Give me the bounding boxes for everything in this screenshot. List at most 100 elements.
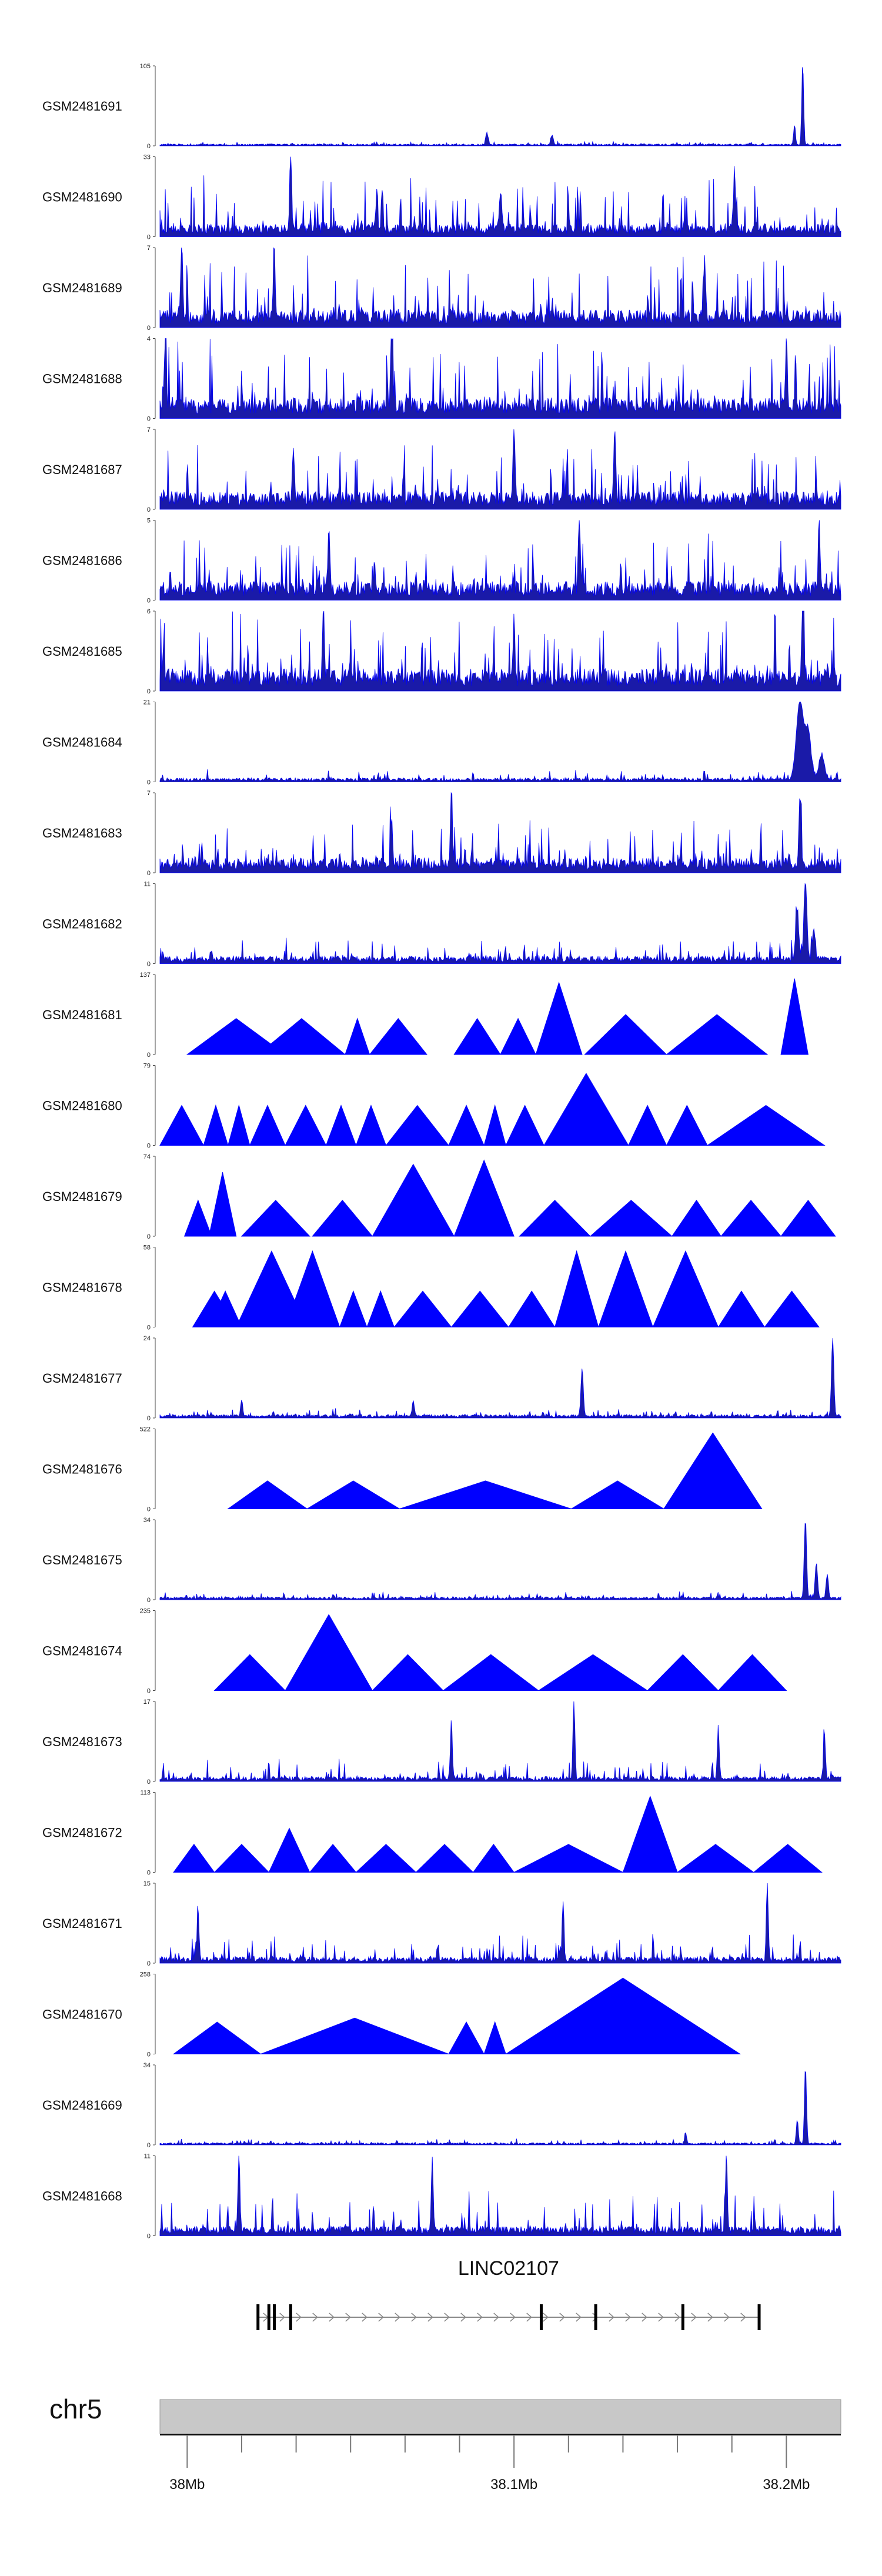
strand-arrow (345, 2313, 351, 2322)
y-max-label: 11 (144, 881, 151, 888)
y-zero-label: 0 (147, 1506, 151, 1513)
track-label: GSM2481681 (42, 1007, 122, 1022)
y-max-label: 74 (143, 1153, 151, 1160)
strand-arrow (724, 2313, 730, 2322)
y-zero-label: 0 (147, 688, 151, 695)
signal-peak (717, 1654, 787, 1691)
signal-peak (355, 1844, 417, 1873)
genomic-axis: 38Mb 38.1Mb 38.2Mb (160, 2434, 841, 2492)
y-zero-label: 0 (147, 1870, 151, 1877)
track-GSM2481690: GSM2481690 33 0 (42, 154, 841, 241)
signal-peak (172, 2021, 262, 2054)
chromosome-ideogram: chr5 (49, 2394, 841, 2434)
signal-peak (385, 1105, 450, 1146)
track-label: GSM2481669 (42, 2098, 122, 2113)
y-max-label: 21 (143, 699, 151, 706)
signal-peak (453, 1159, 514, 1237)
track-GSM2481677: GSM2481677 24 0 (42, 1335, 841, 1422)
signal-area (159, 429, 841, 510)
y-max-label: 7 (147, 245, 151, 252)
signal-peak (393, 1290, 452, 1327)
signal-area (159, 1883, 841, 1964)
signal-peak (535, 981, 583, 1055)
track-label: GSM2481678 (42, 1280, 122, 1295)
track-label: GSM2481668 (42, 2189, 122, 2204)
track-label: GSM2481671 (42, 1916, 122, 1931)
y-max-label: 522 (140, 1426, 151, 1433)
strand-arrow (427, 2313, 433, 2322)
signal-peak (780, 1199, 836, 1237)
signal-peak (183, 1199, 212, 1237)
track-GSM2481684: GSM2481684 21 0 (42, 699, 841, 786)
signal-peak (399, 1480, 572, 1509)
track-GSM2481681: GSM2481681 137 0 (42, 972, 809, 1059)
signal-peak (260, 2017, 449, 2054)
track-GSM2481673: GSM2481673 17 0 (42, 1699, 841, 1786)
y-zero-label: 0 (147, 961, 151, 968)
signal-peak (372, 1654, 444, 1691)
y-zero-label: 0 (147, 1052, 151, 1059)
y-max-label: 7 (147, 426, 151, 433)
track-label: GSM2481690 (42, 190, 122, 205)
track-GSM2481672: GSM2481672 113 0 (42, 1790, 823, 1877)
y-zero-label: 0 (147, 1324, 151, 1332)
strand-arrow (378, 2313, 384, 2322)
signal-peak (543, 1073, 629, 1146)
y-max-label: 24 (143, 1335, 151, 1342)
y-zero-label: 0 (147, 143, 151, 150)
signal-peak (268, 1827, 310, 1873)
signal-peak (355, 1105, 387, 1146)
y-zero-label: 0 (147, 506, 151, 513)
y-max-label: 7 (147, 790, 151, 797)
strand-arrow (493, 2313, 499, 2322)
track-GSM2481676: GSM2481676 522 0 (42, 1426, 763, 1513)
gene-exon (273, 2304, 276, 2330)
y-zero-label: 0 (147, 2051, 151, 2058)
track-label: GSM2481676 (42, 1462, 122, 1477)
track-label: GSM2481689 (42, 281, 122, 295)
y-zero-label: 0 (147, 1778, 151, 1786)
signal-area (159, 67, 841, 146)
track-GSM2481680: GSM2481680 79 0 (42, 1063, 826, 1150)
signal-peak (208, 1172, 237, 1237)
signal-peak (513, 1844, 623, 1873)
signal-area (159, 792, 841, 873)
signal-peak (666, 1105, 708, 1146)
signal-area (159, 1337, 841, 1419)
signal-peak (448, 2021, 485, 2054)
y-zero-label: 0 (147, 325, 151, 332)
signal-area (159, 2155, 841, 2236)
track-GSM2481685: GSM2481685 6 0 (42, 608, 841, 695)
y-max-label: 235 (140, 1608, 151, 1615)
signal-peak (663, 1432, 763, 1509)
signal-peak (442, 1654, 540, 1691)
strand-arrow (411, 2313, 417, 2322)
strand-arrow (510, 2313, 516, 2322)
strand-arrow (707, 2313, 713, 2322)
y-max-label: 79 (143, 1063, 151, 1070)
y-max-label: 33 (143, 154, 151, 161)
strand-arrow (279, 2313, 285, 2322)
strand-arrow (592, 2313, 598, 2322)
strand-arrow (362, 2313, 368, 2322)
y-max-label: 137 (140, 972, 151, 979)
signal-peak (255, 1274, 286, 1327)
signal-peak (415, 1844, 474, 1873)
y-max-label: 4 (147, 336, 151, 343)
signal-peak (622, 1795, 678, 1873)
signal-peak (257, 1018, 346, 1055)
strand-arrow (740, 2313, 746, 2322)
signal-peak (519, 1200, 592, 1237)
signal-peak (312, 1200, 373, 1237)
signal-peak (213, 1654, 286, 1691)
track-label: GSM2481687 (42, 462, 122, 477)
strand-arrow (395, 2313, 400, 2322)
signal-peak (666, 1014, 769, 1055)
strand-arrow (312, 2313, 318, 2322)
track-GSM2481679: GSM2481679 74 0 (42, 1153, 836, 1240)
signal-peak (309, 1844, 357, 1873)
signal-area (159, 702, 841, 782)
y-zero-label: 0 (147, 2142, 151, 2149)
signal-peak (203, 1104, 229, 1146)
signal-peak (173, 1844, 215, 1873)
